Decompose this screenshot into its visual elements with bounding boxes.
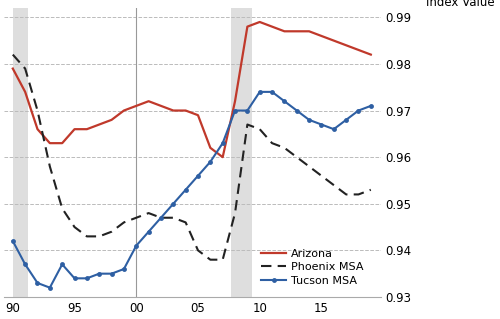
Tucson MSA	[244, 108, 250, 112]
Phoenix MSA	[282, 146, 288, 150]
Tucson MSA	[220, 141, 226, 145]
Phoenix MSA	[47, 165, 53, 168]
Tucson MSA	[10, 239, 16, 243]
Arizona	[158, 104, 164, 108]
Tucson MSA	[195, 174, 201, 178]
Tucson MSA	[22, 263, 28, 266]
Phoenix MSA	[331, 183, 337, 187]
Arizona	[47, 141, 53, 145]
Phoenix MSA	[146, 211, 152, 215]
Arizona	[72, 127, 78, 131]
Arizona	[108, 118, 114, 122]
Tucson MSA	[134, 244, 140, 248]
Phoenix MSA	[306, 165, 312, 168]
Y-axis label: Index Value: Index Value	[426, 0, 494, 10]
Arizona	[306, 29, 312, 33]
Arizona	[10, 67, 16, 70]
Phoenix MSA	[59, 206, 65, 210]
Phoenix MSA	[121, 220, 127, 224]
Phoenix MSA	[170, 216, 176, 220]
Arizona	[294, 29, 300, 33]
Bar	[13, 8, 28, 297]
Phoenix MSA	[22, 67, 28, 70]
Arizona	[121, 108, 127, 112]
Arizona	[232, 99, 238, 103]
Tucson MSA	[269, 90, 275, 94]
Phoenix MSA	[232, 211, 238, 215]
Arizona	[170, 108, 176, 112]
Phoenix MSA	[294, 155, 300, 159]
Phoenix MSA	[158, 216, 164, 220]
Phoenix MSA	[34, 108, 40, 112]
Phoenix MSA	[134, 216, 140, 220]
Phoenix MSA	[368, 188, 374, 192]
Tucson MSA	[108, 272, 114, 276]
Phoenix MSA	[182, 220, 188, 224]
Tucson MSA	[343, 118, 349, 122]
Phoenix MSA	[256, 127, 262, 131]
Phoenix MSA	[96, 234, 102, 238]
Legend: Arizona, Phoenix MSA, Tucson MSA: Arizona, Phoenix MSA, Tucson MSA	[262, 249, 364, 286]
Arizona	[208, 146, 214, 150]
Phoenix MSA	[318, 174, 324, 178]
Tucson MSA	[182, 188, 188, 192]
Arizona	[34, 127, 40, 131]
Tucson MSA	[96, 272, 102, 276]
Arizona	[356, 48, 362, 52]
Arizona	[244, 25, 250, 28]
Phoenix MSA	[208, 258, 214, 262]
Tucson MSA	[356, 108, 362, 112]
Phoenix MSA	[195, 249, 201, 252]
Phoenix MSA	[343, 193, 349, 197]
Arizona	[282, 29, 288, 33]
Phoenix MSA	[10, 53, 16, 56]
Tucson MSA	[84, 277, 90, 280]
Tucson MSA	[47, 286, 53, 290]
Arizona	[134, 104, 140, 108]
Phoenix MSA	[84, 234, 90, 238]
Arizona	[59, 141, 65, 145]
Tucson MSA	[331, 127, 337, 131]
Phoenix MSA	[269, 141, 275, 145]
Tucson MSA	[59, 263, 65, 266]
Phoenix MSA	[356, 193, 362, 197]
Arizona	[220, 155, 226, 159]
Arizona	[256, 20, 262, 24]
Phoenix MSA	[72, 225, 78, 229]
Tucson MSA	[158, 216, 164, 220]
Tucson MSA	[72, 277, 78, 280]
Arizona	[22, 90, 28, 94]
Tucson MSA	[208, 160, 214, 164]
Tucson MSA	[318, 122, 324, 126]
Line: Tucson MSA: Tucson MSA	[10, 89, 374, 290]
Arizona	[84, 127, 90, 131]
Arizona	[343, 43, 349, 47]
Arizona	[182, 108, 188, 112]
Bar	[232, 8, 252, 297]
Tucson MSA	[170, 202, 176, 206]
Tucson MSA	[294, 108, 300, 112]
Phoenix MSA	[220, 258, 226, 262]
Arizona	[331, 39, 337, 42]
Tucson MSA	[34, 281, 40, 285]
Tucson MSA	[232, 108, 238, 112]
Tucson MSA	[282, 99, 288, 103]
Arizona	[195, 113, 201, 117]
Arizona	[368, 53, 374, 56]
Tucson MSA	[256, 90, 262, 94]
Phoenix MSA	[244, 122, 250, 126]
Line: Phoenix MSA: Phoenix MSA	[13, 55, 371, 260]
Tucson MSA	[146, 230, 152, 234]
Arizona	[96, 122, 102, 126]
Tucson MSA	[306, 118, 312, 122]
Arizona	[318, 34, 324, 38]
Tucson MSA	[121, 267, 127, 271]
Arizona	[146, 99, 152, 103]
Phoenix MSA	[108, 230, 114, 234]
Line: Arizona: Arizona	[13, 22, 371, 157]
Tucson MSA	[368, 104, 374, 108]
Arizona	[269, 25, 275, 28]
